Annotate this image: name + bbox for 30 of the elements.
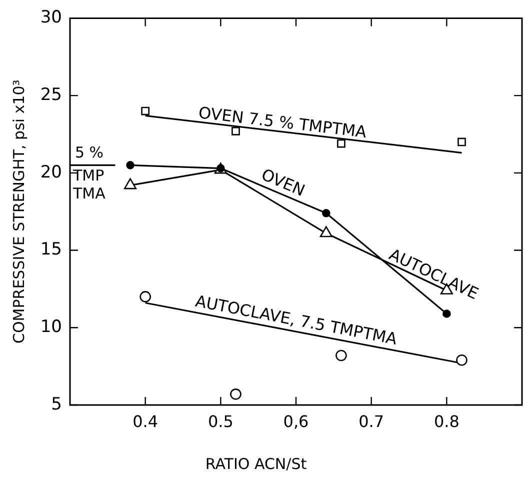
point xyxy=(141,106,150,116)
text: OVEN xyxy=(258,164,308,200)
text: OVEN 7.5 % TMPTMA xyxy=(198,102,368,142)
y-axis-title: COMPRESSIVE STRENGHT, psi x10³ xyxy=(10,80,28,344)
point xyxy=(124,178,137,190)
annotation: TMP TMA xyxy=(72,166,106,203)
point xyxy=(232,126,240,136)
point xyxy=(320,226,332,238)
point xyxy=(442,310,451,318)
point xyxy=(126,161,134,170)
y-tick-label: 20 xyxy=(40,162,62,182)
x-tick-label: 0.5 xyxy=(208,412,234,431)
point xyxy=(322,208,330,218)
annotation: 5 % xyxy=(75,144,104,162)
point xyxy=(336,350,347,362)
x-tick-label: 0,6 xyxy=(283,412,309,431)
x-tick-label: 0.7 xyxy=(358,412,384,431)
point xyxy=(456,354,468,366)
x-tick-label: 0.4 xyxy=(132,412,158,431)
y-tick-label: 5 xyxy=(51,394,62,414)
x-axis-title: RATIO ACN/St xyxy=(205,454,307,473)
y-tick-label: 25 xyxy=(40,84,62,105)
point xyxy=(458,138,466,146)
x-tick-label: 0.8 xyxy=(434,412,460,431)
point xyxy=(337,139,346,148)
y-tick-label: 10 xyxy=(40,317,62,338)
point xyxy=(140,291,151,302)
y-tick-label: 30 xyxy=(40,8,62,28)
point xyxy=(230,388,242,400)
y-tick-label: 15 xyxy=(40,240,62,260)
